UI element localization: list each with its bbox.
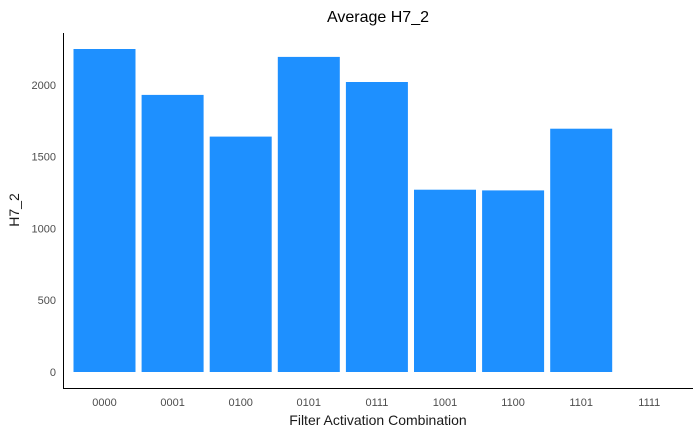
chart-title: Average H7_2 — [327, 9, 429, 26]
x-tick-label-1001: 1001 — [433, 397, 457, 409]
bar-1001 — [414, 189, 476, 372]
bar-0111 — [345, 82, 408, 372]
y-tick-label-0: 0 — [50, 367, 56, 379]
x-tick-label-1101: 1101 — [569, 397, 593, 409]
y-tick-label-500: 500 — [38, 295, 56, 307]
x-tick-label-0001: 0001 — [160, 397, 184, 409]
bars-layer — [73, 49, 613, 373]
x-axis-ticks: 0000 0001 0100 0101 0111 1001 1100 1101 1111 — [92, 397, 660, 409]
y-tick-label-2000: 2000 — [32, 80, 56, 92]
bar-1101 — [550, 128, 613, 372]
bar-0001 — [141, 94, 204, 373]
y-tick-label-1000: 1000 — [32, 223, 56, 235]
y-axis-ticks: 0 500 1000 1500 2000 — [32, 80, 56, 379]
bar-1100 — [482, 190, 545, 372]
bar-0100 — [209, 136, 272, 372]
x-axis-title: Filter Activation Combination — [289, 412, 466, 428]
x-tick-label-0000: 0000 — [92, 397, 116, 409]
y-tick-label-1500: 1500 — [32, 152, 56, 164]
x-tick-label-1111: 1111 — [638, 397, 660, 409]
bar-0000 — [73, 49, 136, 372]
bar-0101 — [277, 56, 340, 373]
x-tick-label-1100: 1100 — [501, 397, 525, 409]
y-axis-title: H7_2 — [6, 193, 22, 227]
x-tick-label-0111: 0111 — [365, 397, 388, 409]
x-tick-label-0100: 0100 — [228, 397, 252, 409]
x-tick-label-0101: 0101 — [297, 397, 321, 409]
